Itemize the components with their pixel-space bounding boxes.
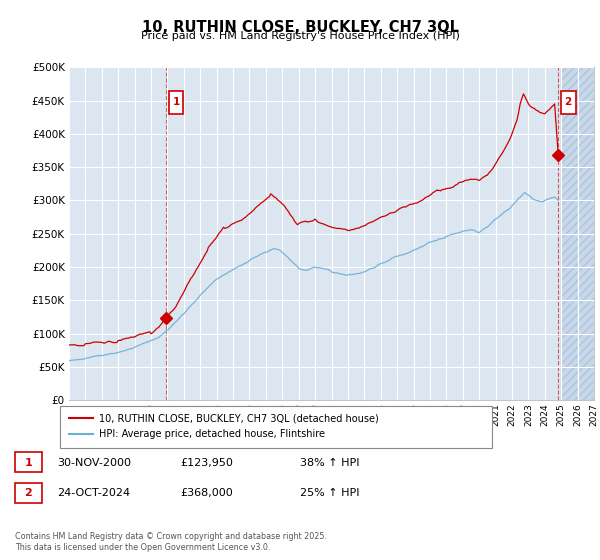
Text: 1: 1 — [172, 97, 180, 107]
Text: 25% ↑ HPI: 25% ↑ HPI — [300, 488, 359, 498]
Text: 30-NOV-2000: 30-NOV-2000 — [57, 458, 131, 468]
Text: 2: 2 — [565, 97, 572, 107]
FancyBboxPatch shape — [169, 91, 184, 114]
Text: 38% ↑ HPI: 38% ↑ HPI — [300, 458, 359, 468]
FancyBboxPatch shape — [561, 91, 575, 114]
Bar — [561, 67, 594, 400]
Text: Contains HM Land Registry data © Crown copyright and database right 2025.
This d: Contains HM Land Registry data © Crown c… — [15, 532, 327, 552]
Text: £123,950: £123,950 — [180, 458, 233, 468]
Text: 1: 1 — [25, 458, 32, 468]
Text: 2: 2 — [25, 488, 32, 498]
Text: HPI: Average price, detached house, Flintshire: HPI: Average price, detached house, Flin… — [99, 429, 325, 439]
Text: 10, RUTHIN CLOSE, BUCKLEY, CH7 3QL: 10, RUTHIN CLOSE, BUCKLEY, CH7 3QL — [142, 20, 458, 35]
Text: Price paid vs. HM Land Registry's House Price Index (HPI): Price paid vs. HM Land Registry's House … — [140, 31, 460, 41]
Text: 24-OCT-2024: 24-OCT-2024 — [57, 488, 130, 498]
Text: 10, RUTHIN CLOSE, BUCKLEY, CH7 3QL (detached house): 10, RUTHIN CLOSE, BUCKLEY, CH7 3QL (deta… — [99, 413, 379, 423]
Bar — [561, 67, 594, 400]
Text: £368,000: £368,000 — [180, 488, 233, 498]
